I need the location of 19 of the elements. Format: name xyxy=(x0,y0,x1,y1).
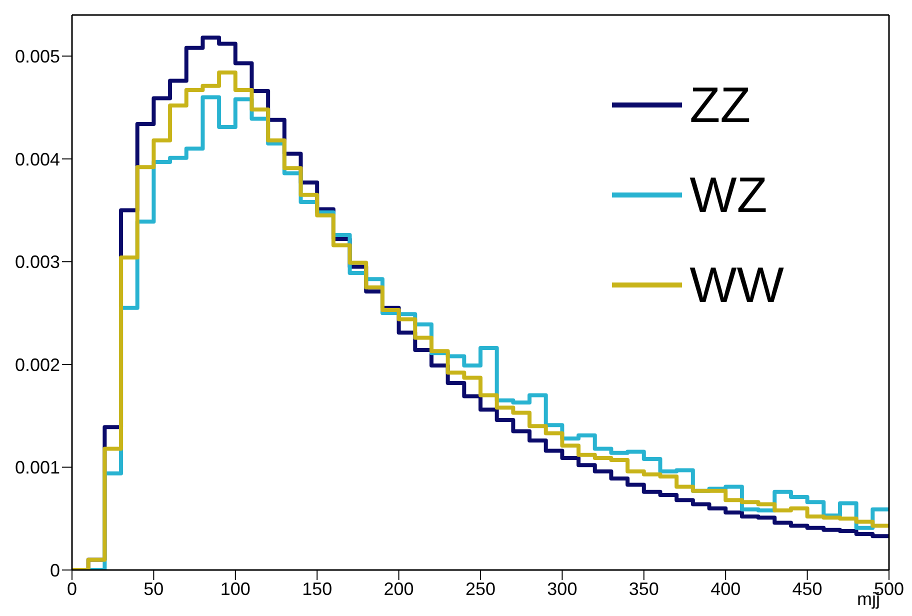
legend-label: WW xyxy=(690,256,784,314)
x-tick-label: 0 xyxy=(66,578,78,599)
legend-label: ZZ xyxy=(690,76,751,134)
legend-label: WZ xyxy=(690,166,768,224)
y-tick-label: 0 xyxy=(50,560,60,580)
x-tick-label: 250 xyxy=(465,578,496,599)
y-tick-label: 0.002 xyxy=(14,354,60,375)
x-tick-label: 300 xyxy=(547,578,578,599)
x-tick-label: 400 xyxy=(710,578,741,599)
x-tick-label: 50 xyxy=(144,578,164,599)
x-tick-label: 350 xyxy=(628,578,659,599)
x-tick-label: 450 xyxy=(792,578,822,599)
x-tick-label: 200 xyxy=(384,578,414,599)
y-tick-label: 0.003 xyxy=(14,252,60,272)
y-tick-label: 0.001 xyxy=(14,458,60,478)
x-tick-label: 150 xyxy=(302,578,332,599)
y-tick-label: 0.004 xyxy=(14,149,60,170)
y-tick-label: 0.005 xyxy=(14,46,60,66)
x-tick-label: 100 xyxy=(220,578,250,599)
